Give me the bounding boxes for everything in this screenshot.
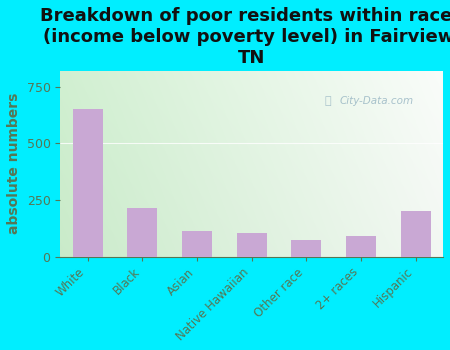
Title: Breakdown of poor residents within races
(income below poverty level) in Fairvie: Breakdown of poor residents within races… [40, 7, 450, 66]
Y-axis label: absolute numbers: absolute numbers [7, 93, 21, 234]
Bar [182, 231, 212, 257]
Bar [291, 240, 321, 257]
Text: City-Data.com: City-Data.com [340, 96, 414, 106]
Text: ⦿: ⦿ [324, 96, 331, 106]
Bar [127, 208, 158, 257]
Bar [237, 233, 267, 257]
Bar [400, 211, 431, 257]
Bar [72, 110, 103, 257]
Bar [346, 236, 376, 257]
